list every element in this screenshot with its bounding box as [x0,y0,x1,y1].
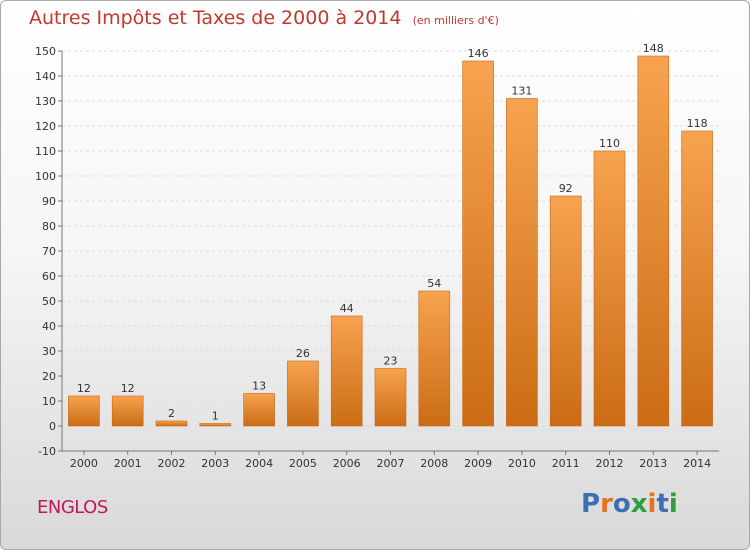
y-tick-label: 90 [42,195,56,208]
logo-letter: x [630,489,648,519]
x-tick-label: 2004 [245,457,273,470]
x-tick-label: 2007 [377,457,405,470]
logo-letter: r [600,489,613,519]
x-tick-label: 2002 [158,457,186,470]
bar-2003 [199,423,232,427]
data-label-2004: 13 [252,380,266,393]
y-tick-label: 120 [35,120,56,133]
logo-letter: i [647,489,657,519]
x-tick-label: 2012 [596,457,624,470]
x-tick-label: 2006 [333,457,361,470]
chart-unit-label: (en milliers d'€) [412,14,499,27]
data-labels: 12 12 2 1 13 26 44 23 54 146 131 92 110 148 118 [77,42,708,423]
y-tick-label: 150 [35,45,56,58]
y-tick-label: 130 [35,95,56,108]
chart-title-text: Autres Impôts et Taxes de 2000 à 2014 [29,7,402,29]
data-label-2009: 146 [468,47,489,60]
logo-letter: o [612,489,631,519]
bar-2010 [506,98,538,427]
bar-2011 [549,195,582,427]
proxiti-logo[interactable]: Proxiti [581,489,678,519]
bar-2004 [243,393,275,427]
bar-2000 [68,395,100,427]
data-label-2000: 12 [77,382,91,395]
data-label-2003: 1 [212,410,219,423]
y-tick-label: 20 [42,370,56,383]
axes [58,50,719,455]
data-label-2006: 44 [340,302,354,315]
x-tick-label: 2011 [552,457,580,470]
data-label-2005: 26 [296,347,310,360]
data-label-2001: 12 [121,382,135,395]
data-label-2007: 23 [384,355,398,368]
x-tick-label: 2005 [289,457,317,470]
y-tick-label: -10 [38,445,56,458]
data-label-2002: 2 [168,407,175,420]
bar-2005 [287,360,319,427]
data-label-2013: 148 [643,42,664,55]
y-tick-label: 100 [35,170,56,183]
x-tick-label: 2010 [508,457,536,470]
x-tick-label: 2009 [464,457,492,470]
data-label-2010: 131 [511,85,532,98]
logo-letter: P [581,489,601,519]
x-tick-label: 2001 [114,457,142,470]
chart-title: Autres Impôts et Taxes de 2000 à 2014 (e… [29,7,499,29]
bar-2009 [462,60,494,427]
x-tick-label: 2013 [639,457,667,470]
y-tick-label: 10 [42,395,56,408]
data-label-2008: 54 [427,277,441,290]
bar-2013 [637,55,670,427]
y-tick-labels: -10 0 10 20 30 40 50 60 70 80 90 100 110 120 130 140 150 [35,45,56,458]
x-tick-labels: 2000 2001 2002 2003 2004 2005 2006 2007 2008 2009… [70,457,711,470]
bar-2008 [418,290,451,427]
logo-letter: t [656,489,669,519]
bar-2002 [155,420,188,427]
y-tick-label: 60 [42,270,56,283]
bars [68,55,713,427]
y-tick-label: 80 [42,220,56,233]
y-tick-label: 50 [42,295,56,308]
bar-2001 [111,395,144,427]
data-label-2011: 92 [559,182,573,195]
x-tick-label: 2008 [420,457,448,470]
y-tick-label: 140 [35,70,56,83]
bar-2007 [374,368,407,427]
data-label-2012: 110 [599,137,620,150]
y-tick-label: 30 [42,345,56,358]
data-label-2014: 118 [687,117,708,130]
x-tick-label: 2003 [201,457,229,470]
y-tick-label: 70 [42,245,56,258]
y-tick-label: 0 [49,420,56,433]
x-tick-label: 2014 [683,457,711,470]
y-tick-label: 110 [35,145,56,158]
commune-name: ENGLOS [37,497,108,518]
bar-2012 [593,150,626,427]
logo-letter: i [668,489,678,519]
y-tick-label: 40 [42,320,56,333]
bar-2006 [330,315,363,427]
x-tick-label: 2000 [70,457,98,470]
bar-2014 [681,130,713,427]
